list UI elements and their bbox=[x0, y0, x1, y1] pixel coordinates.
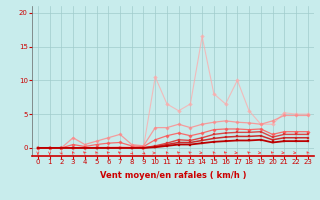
X-axis label: Vent moyen/en rafales ( km/h ): Vent moyen/en rafales ( km/h ) bbox=[100, 171, 246, 180]
